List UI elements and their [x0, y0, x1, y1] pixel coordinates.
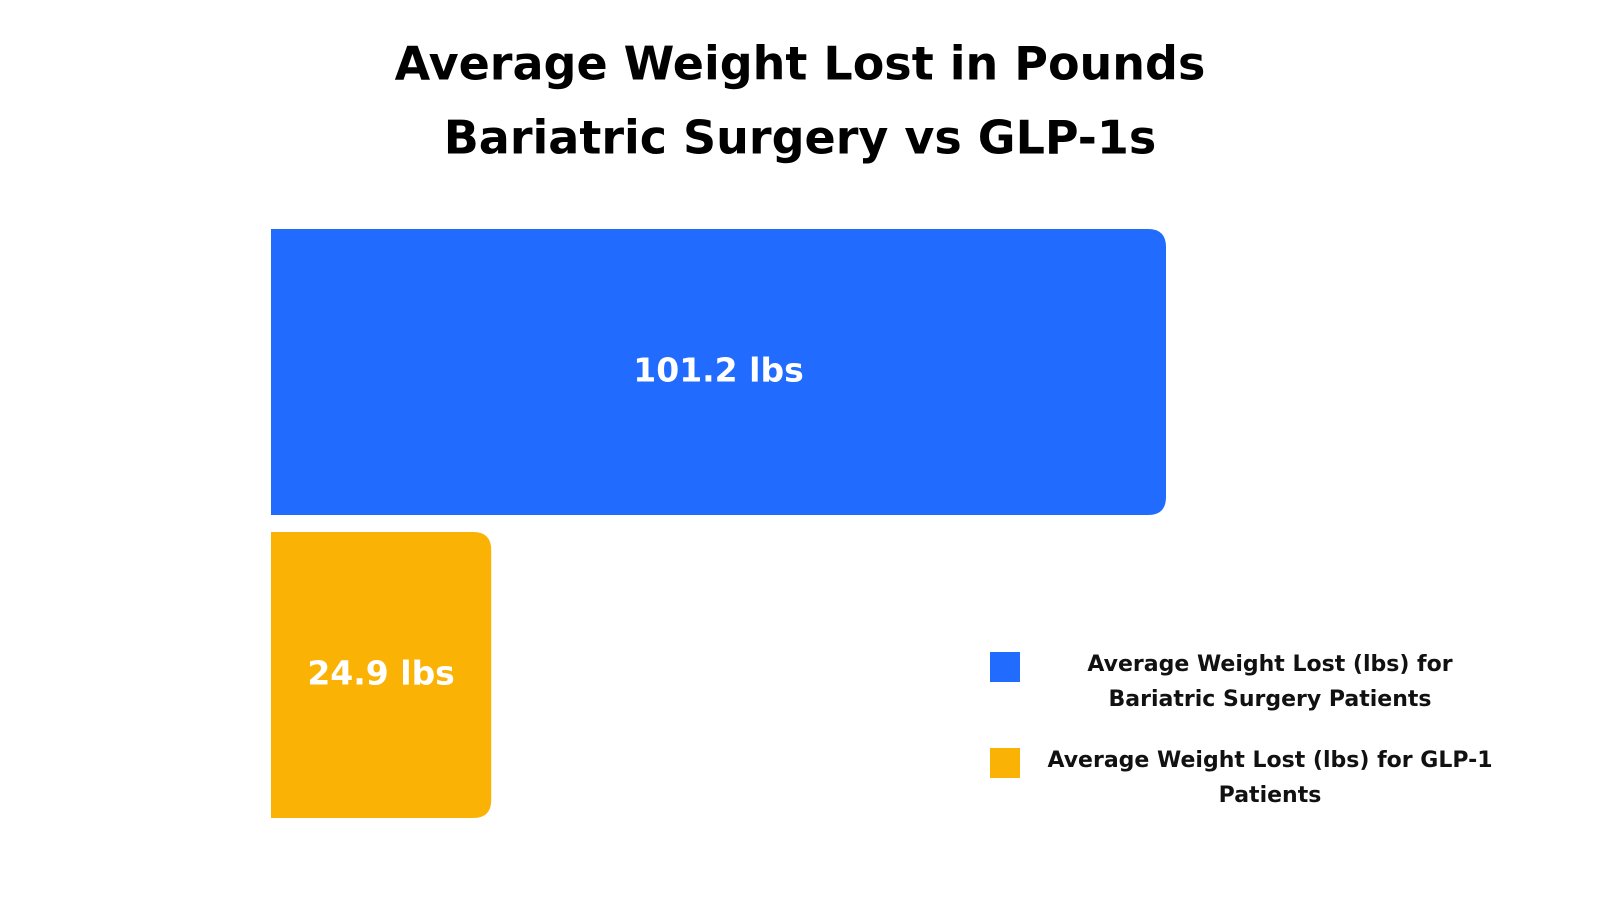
legend-label: Average Weight Lost (lbs) for Bariatric … [1087, 652, 1453, 712]
legend-item: Average Weight Lost (lbs) for GLP-1 Pati… [985, 746, 1525, 826]
chart-title: Average Weight Lost in Pounds [395, 37, 1206, 91]
bar [271, 229, 1166, 515]
bar [271, 532, 492, 818]
value-label: 101.2 lbs [633, 351, 803, 390]
legend-label: Average Weight Lost (lbs) for GLP-1 Pati… [1047, 748, 1493, 808]
legend-swatch [990, 748, 1020, 778]
legend-item: Average Weight Lost (lbs) for Bariatric … [985, 650, 1525, 730]
legend-swatch [990, 652, 1020, 682]
value-label: 24.9 lbs [307, 654, 455, 693]
chart-subtitle: Bariatric Surgery vs GLP-1s [444, 111, 1157, 165]
